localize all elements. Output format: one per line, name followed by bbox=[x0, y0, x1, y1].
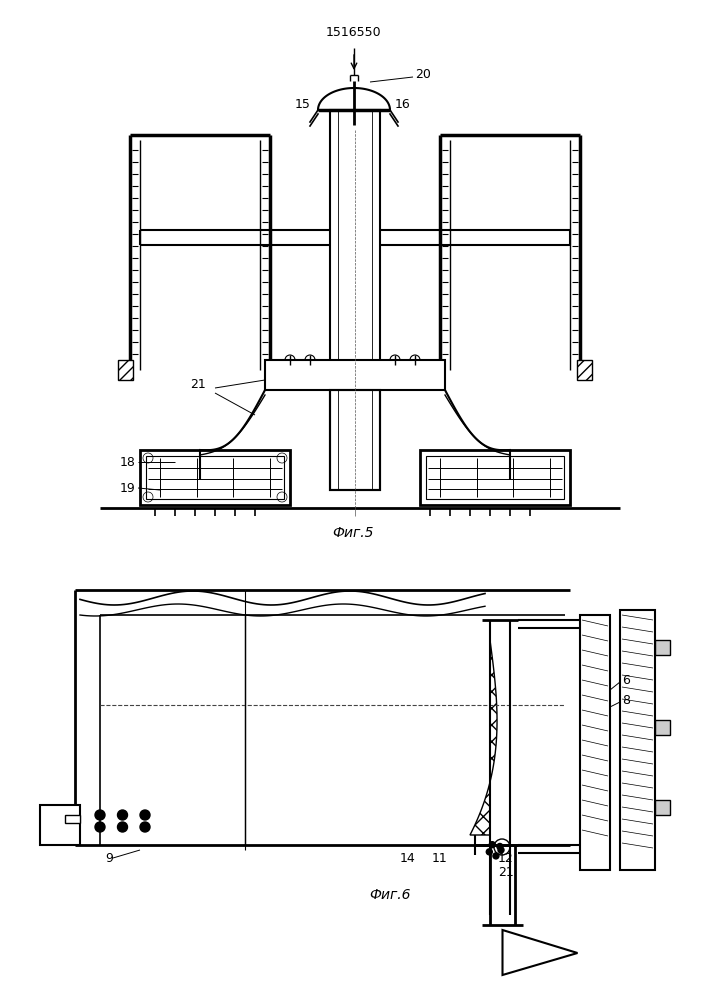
Text: 19: 19 bbox=[120, 482, 136, 494]
Text: 18: 18 bbox=[120, 456, 136, 468]
Bar bbox=[420, 450, 570, 505]
Circle shape bbox=[140, 810, 150, 820]
Text: 16: 16 bbox=[395, 99, 411, 111]
Bar bbox=[655, 640, 670, 655]
Circle shape bbox=[489, 842, 496, 848]
Bar bbox=[118, 360, 133, 380]
Text: 9: 9 bbox=[105, 852, 113, 864]
Circle shape bbox=[497, 843, 503, 849]
Text: 6: 6 bbox=[622, 674, 630, 686]
Circle shape bbox=[117, 822, 127, 832]
Circle shape bbox=[95, 810, 105, 820]
Bar bbox=[655, 720, 670, 735]
Bar bbox=[580, 615, 610, 870]
Text: 1516550: 1516550 bbox=[325, 25, 381, 38]
Bar bbox=[330, 390, 380, 490]
Circle shape bbox=[486, 849, 492, 855]
Text: 15: 15 bbox=[295, 99, 311, 111]
Bar bbox=[426, 456, 564, 499]
Circle shape bbox=[117, 810, 127, 820]
Circle shape bbox=[493, 853, 499, 859]
Bar bbox=[65, 815, 80, 823]
Text: Фиг.6: Фиг.6 bbox=[369, 888, 411, 902]
Text: 8: 8 bbox=[622, 694, 630, 706]
Text: 21: 21 bbox=[190, 378, 206, 391]
Bar bbox=[330, 110, 380, 490]
Text: 14: 14 bbox=[400, 852, 416, 864]
Text: 12: 12 bbox=[498, 852, 514, 864]
Bar bbox=[140, 450, 290, 505]
Polygon shape bbox=[503, 930, 578, 975]
Circle shape bbox=[140, 822, 150, 832]
Text: Фиг.5: Фиг.5 bbox=[332, 526, 374, 540]
Bar bbox=[40, 805, 80, 845]
Text: 11: 11 bbox=[432, 852, 448, 864]
Circle shape bbox=[498, 847, 504, 853]
Bar bbox=[655, 800, 670, 815]
Bar bbox=[620, 610, 655, 870]
Bar bbox=[146, 456, 284, 499]
Circle shape bbox=[95, 822, 105, 832]
Text: 21: 21 bbox=[498, 865, 514, 879]
Bar bbox=[265, 360, 445, 390]
Text: 20: 20 bbox=[415, 68, 431, 82]
Bar bbox=[577, 360, 592, 380]
